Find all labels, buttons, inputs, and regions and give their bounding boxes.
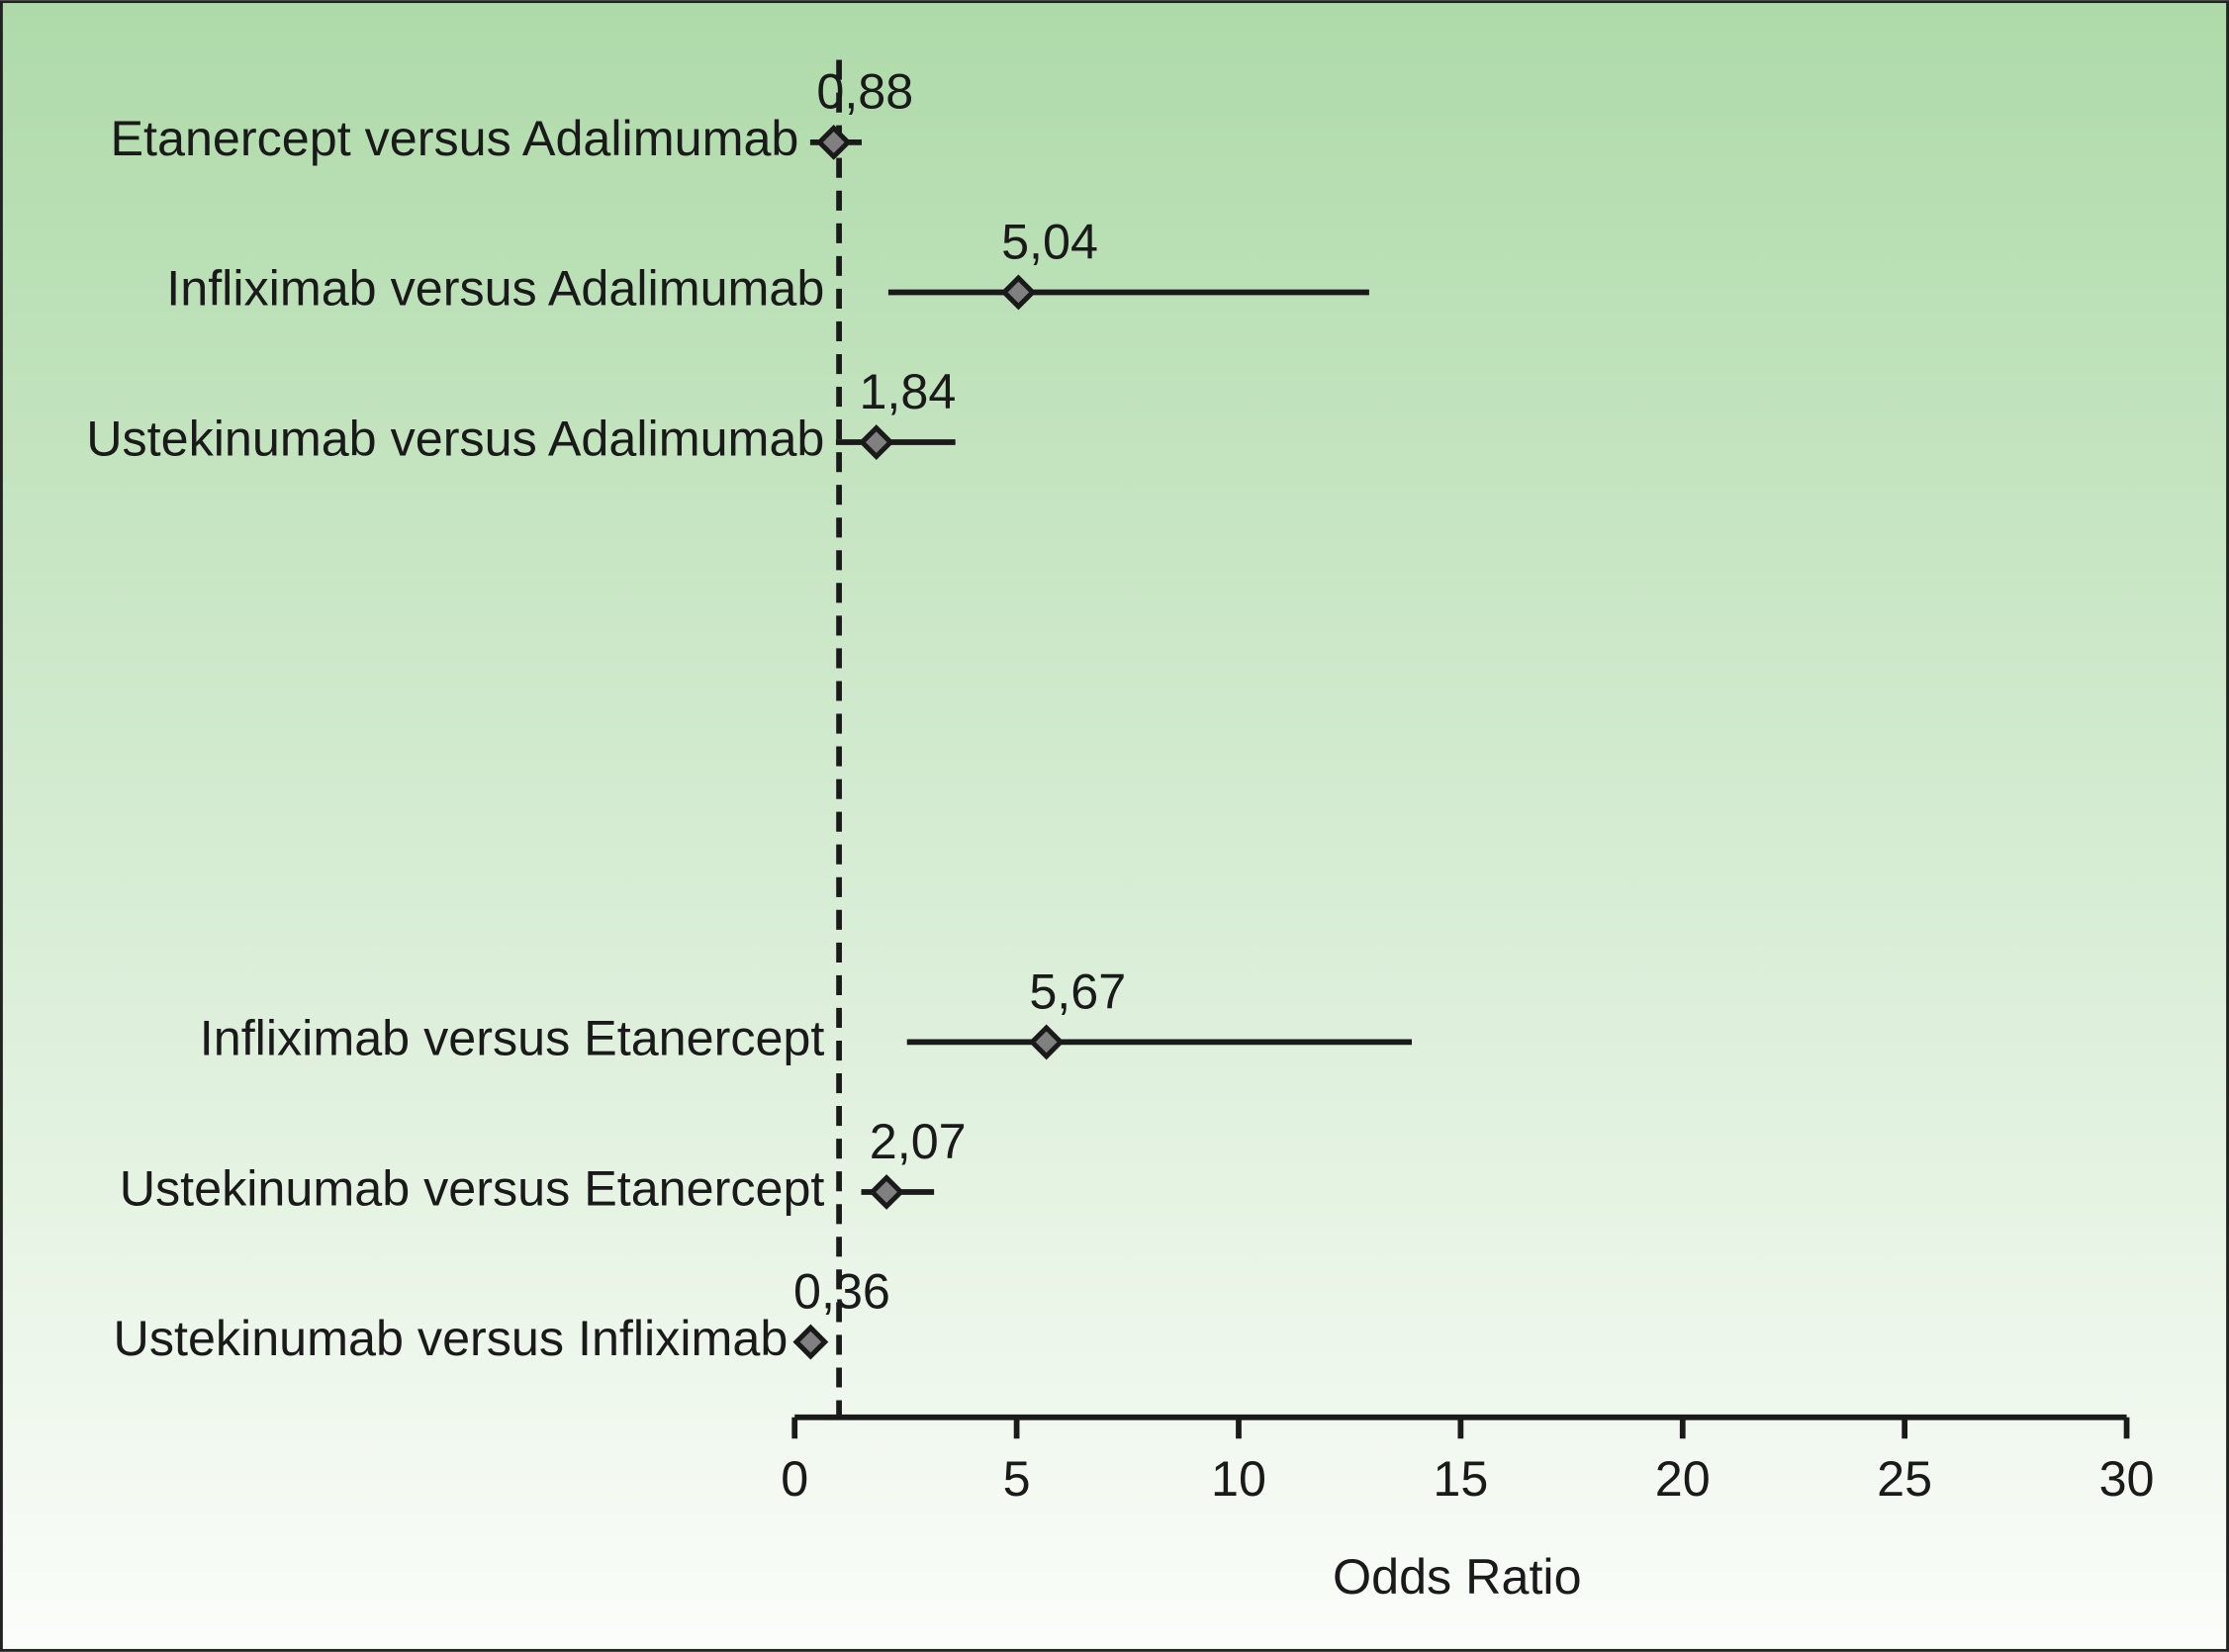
- value-label: 0,88: [816, 63, 913, 120]
- category-label: Infliximab versus Adalimumab: [166, 260, 824, 317]
- x-tick-label: 30: [2099, 1450, 2155, 1507]
- value-label: 5,04: [1001, 213, 1098, 269]
- x-axis-title: Odds Ratio: [1333, 1548, 1582, 1605]
- x-tick-label: 15: [1433, 1450, 1488, 1507]
- x-tick-label: 20: [1655, 1450, 1711, 1507]
- x-tick-label: 10: [1211, 1450, 1266, 1507]
- point-marker: [869, 1174, 905, 1210]
- category-label: Infliximab versus Etanercept: [200, 1010, 825, 1066]
- point-marker: [815, 124, 852, 160]
- x-tick-label: 0: [781, 1450, 808, 1507]
- value-label: 5,67: [1029, 963, 1126, 1019]
- category-label: Ustekinumab versus Etanercept: [120, 1159, 825, 1216]
- category-label: Etanercept versus Adalimumab: [110, 110, 798, 166]
- point-marker: [1028, 1024, 1065, 1060]
- point-marker: [792, 1324, 829, 1360]
- category-label: Ustekinumab versus Adalimumab: [86, 410, 824, 466]
- value-label: 1,84: [859, 363, 956, 419]
- x-tick-label: 25: [1877, 1450, 1932, 1507]
- x-tick-label: 5: [1003, 1450, 1031, 1507]
- value-label: 0,36: [793, 1262, 890, 1319]
- point-marker: [858, 424, 894, 460]
- value-label: 2,07: [870, 1113, 967, 1169]
- category-label: Ustekinumab versus Infliximab: [114, 1310, 789, 1366]
- point-marker: [1000, 274, 1037, 311]
